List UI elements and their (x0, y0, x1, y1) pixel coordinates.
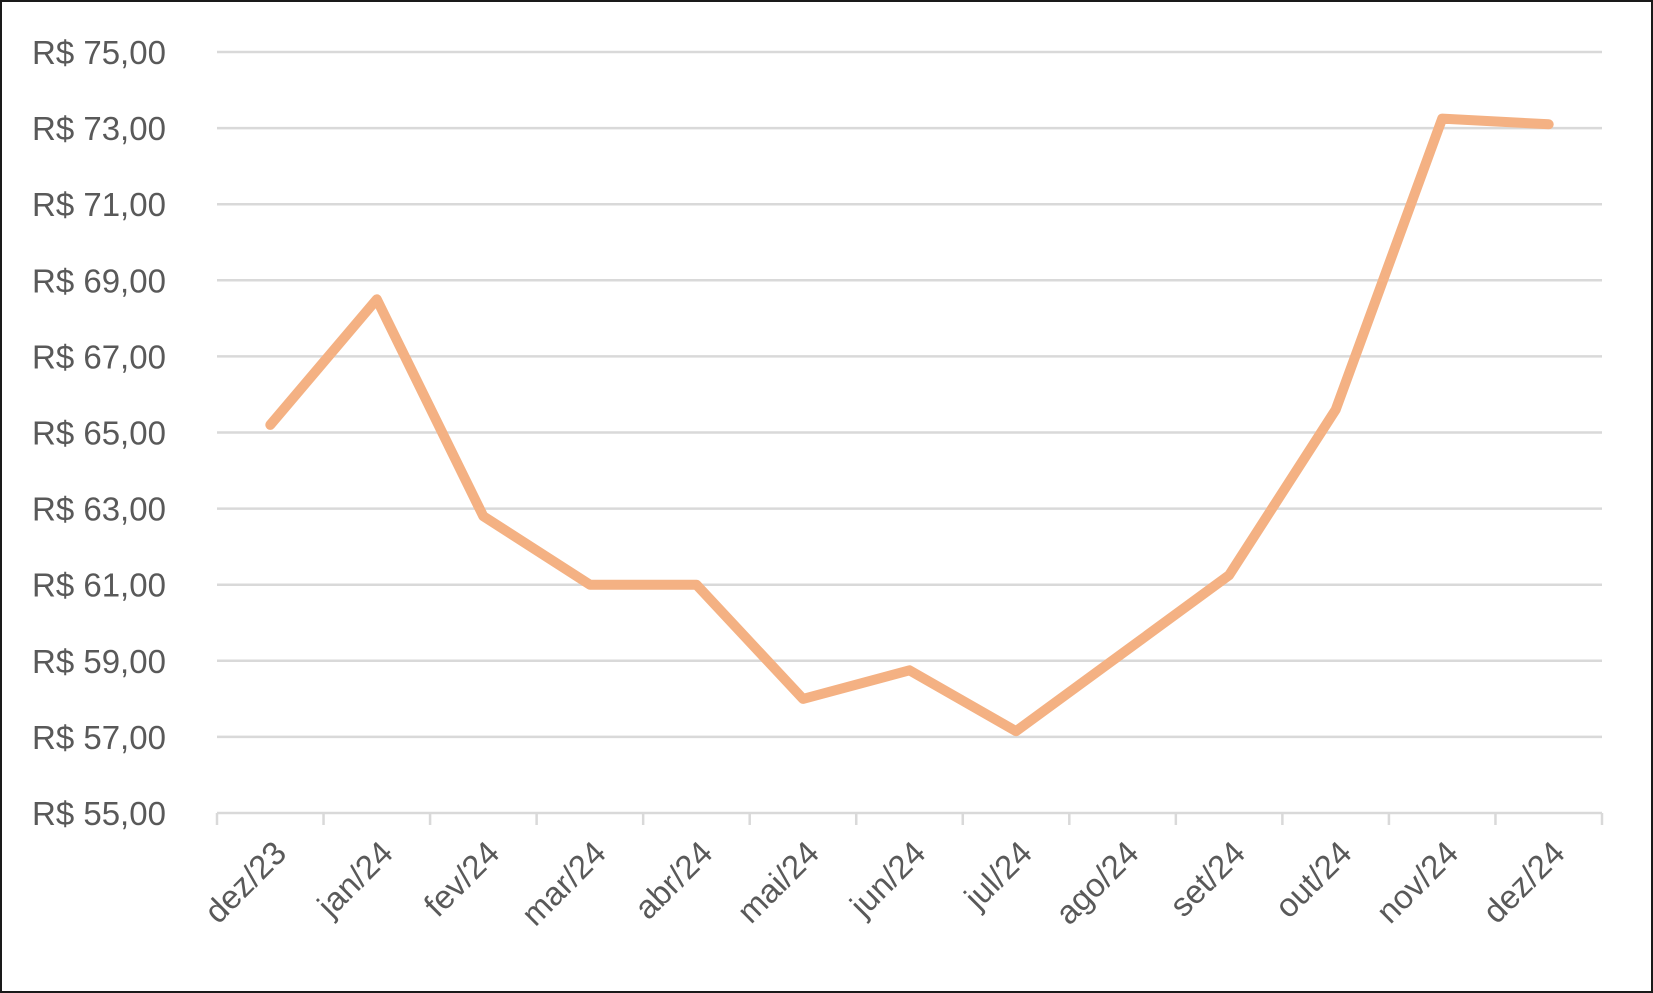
y-tick-label: R$ 57,00 (32, 719, 166, 756)
y-tick-label: R$ 59,00 (32, 643, 166, 680)
y-tick-label: R$ 67,00 (32, 338, 166, 375)
x-tick-label: mai/24 (730, 834, 826, 930)
x-tick-label: dez/24 (1475, 834, 1571, 930)
y-tick-label: R$ 61,00 (32, 567, 166, 604)
y-tick-label: R$ 73,00 (32, 110, 166, 147)
y-tick-label: R$ 71,00 (32, 186, 166, 223)
series-line (265, 113, 1554, 737)
gridlines (217, 50, 1602, 739)
x-tick-label: dez/23 (197, 834, 293, 930)
y-tick-label: R$ 69,00 (32, 262, 166, 299)
series-layer (265, 113, 1554, 737)
y-tick-label: R$ 75,00 (32, 34, 166, 71)
x-tick-label: mar/24 (514, 834, 613, 933)
x-tick-label: abr/24 (627, 834, 719, 926)
y-tick-label: R$ 55,00 (32, 795, 166, 832)
x-tick-label: jul/24 (956, 834, 1039, 917)
x-tick-label: set/24 (1162, 834, 1252, 924)
x-tick-label: jun/24 (842, 834, 932, 924)
y-axis-tick-labels: R$ 55,00 R$ 57,00 R$ 59,00 R$ 61,00 R$ 63,00… (32, 34, 166, 832)
x-tick-label: jan/24 (309, 834, 399, 924)
x-axis-tick-labels: dez/23 jan/24 fev/24 mar/24 abr/24 mai/24 jun/… (197, 834, 1572, 933)
x-axis (215, 811, 1604, 825)
x-tick-label: nov/24 (1369, 834, 1465, 930)
x-tick-label: out/24 (1268, 834, 1359, 925)
x-tick-label: ago/24 (1048, 834, 1146, 932)
y-tick-label: R$ 63,00 (32, 491, 166, 528)
x-tick-label: fev/24 (417, 834, 507, 924)
y-tick-label: R$ 65,00 (32, 415, 166, 452)
